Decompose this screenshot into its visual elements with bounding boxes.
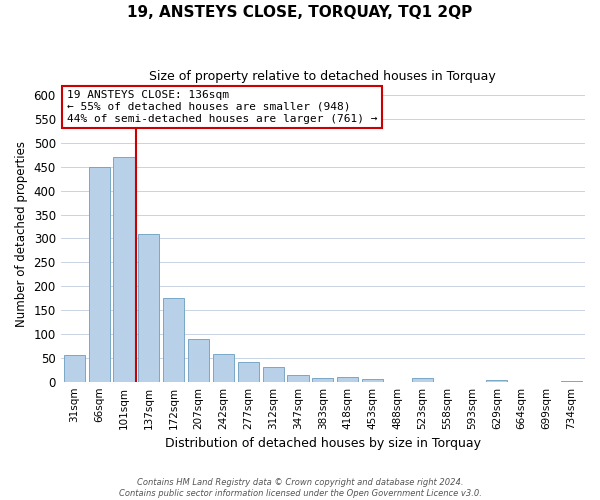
Bar xyxy=(561,380,582,382)
Text: 19 ANSTEYS CLOSE: 136sqm
← 55% of detached houses are smaller (948)
44% of semi-: 19 ANSTEYS CLOSE: 136sqm ← 55% of detach… xyxy=(67,90,377,124)
Bar xyxy=(337,378,358,382)
Y-axis label: Number of detached properties: Number of detached properties xyxy=(15,140,28,326)
Bar xyxy=(362,379,383,382)
Bar xyxy=(412,378,433,382)
X-axis label: Distribution of detached houses by size in Torquay: Distribution of detached houses by size … xyxy=(165,437,481,450)
Bar xyxy=(213,354,234,382)
Bar xyxy=(312,378,334,382)
Bar xyxy=(486,380,508,382)
Text: 19, ANSTEYS CLOSE, TORQUAY, TQ1 2QP: 19, ANSTEYS CLOSE, TORQUAY, TQ1 2QP xyxy=(127,5,473,20)
Bar xyxy=(287,374,308,382)
Bar xyxy=(263,368,284,382)
Text: Contains HM Land Registry data © Crown copyright and database right 2024.
Contai: Contains HM Land Registry data © Crown c… xyxy=(119,478,481,498)
Bar xyxy=(188,338,209,382)
Bar xyxy=(89,167,110,382)
Bar xyxy=(238,362,259,382)
Title: Size of property relative to detached houses in Torquay: Size of property relative to detached ho… xyxy=(149,70,496,83)
Bar xyxy=(113,157,134,382)
Bar xyxy=(163,298,184,382)
Bar xyxy=(139,234,160,382)
Bar xyxy=(64,356,85,382)
